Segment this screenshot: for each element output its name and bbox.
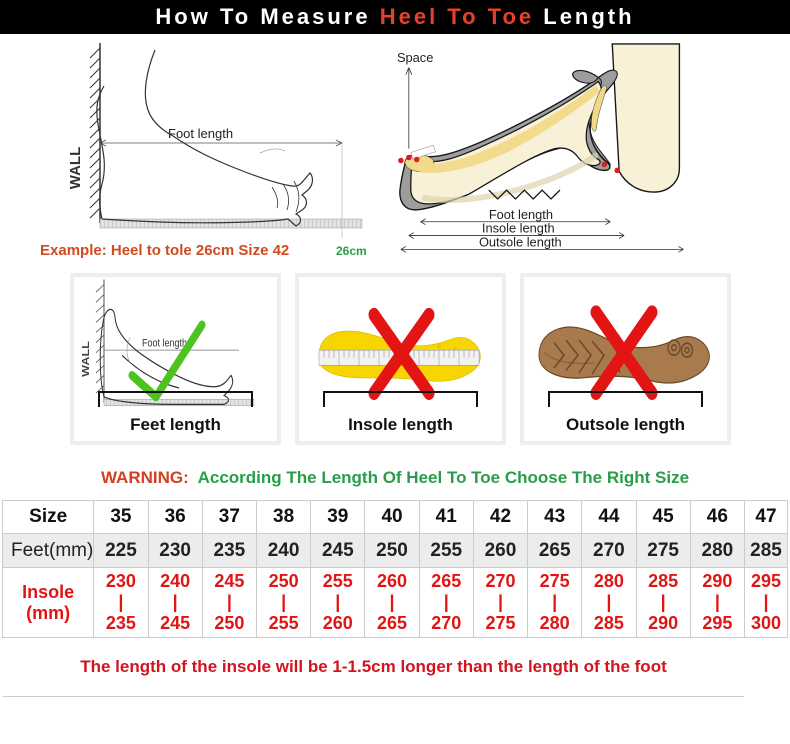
svg-text:WALL: WALL (81, 341, 92, 377)
svg-text:WALL: WALL (67, 147, 84, 190)
svg-text:Foot length: Foot length (489, 207, 553, 222)
svg-text:Outsole length: Outsole length (479, 234, 562, 249)
svg-text:Space: Space (397, 50, 433, 65)
svg-text:Foot length: Foot length (142, 338, 187, 350)
svg-text:Insole length: Insole length (482, 221, 555, 236)
